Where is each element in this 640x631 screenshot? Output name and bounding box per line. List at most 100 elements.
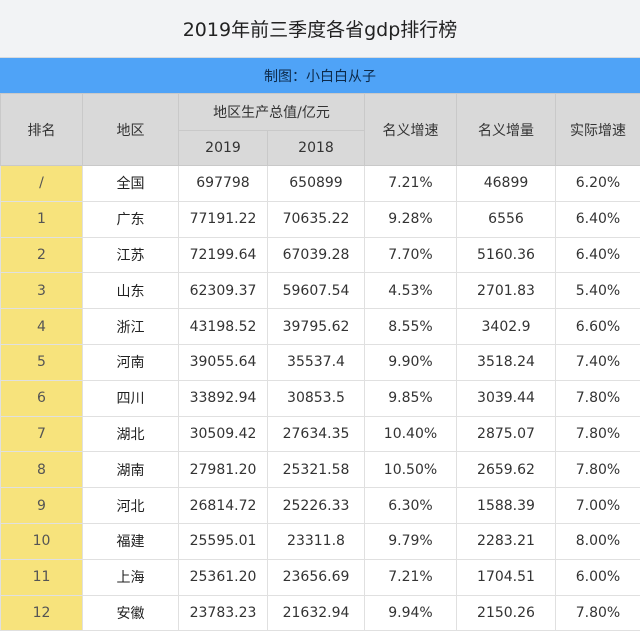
- region-cell: 山东: [83, 273, 179, 309]
- gdp-2018-cell: 25321.58: [268, 452, 365, 488]
- credit-text: 制图：小白白从子: [264, 66, 376, 86]
- rank-cell: 3: [1, 273, 83, 309]
- gdp-2019-cell: 27981.20: [179, 452, 268, 488]
- nominal-rate-cell: 7.70%: [365, 237, 457, 273]
- rank-cell: 7: [1, 416, 83, 452]
- region-cell: 全国: [83, 166, 179, 202]
- nominal-rate-cell: 6.30%: [365, 488, 457, 524]
- nominal-rate-cell: 10.40%: [365, 416, 457, 452]
- rank-cell: 10: [1, 523, 83, 559]
- header-year-2019: 2019: [179, 131, 268, 166]
- gdp-2019-cell: 30509.42: [179, 416, 268, 452]
- header-year-2018: 2018: [268, 131, 365, 166]
- gdp-2018-cell: 25226.33: [268, 488, 365, 524]
- region-cell: 上海: [83, 559, 179, 595]
- gdp-2018-cell: 59607.54: [268, 273, 365, 309]
- header-real-rate: 实际增速: [556, 94, 640, 166]
- real-rate-cell: 8.00%: [556, 523, 640, 559]
- gdp-2019-cell: 697798: [179, 166, 268, 202]
- nominal-increase-cell: 46899: [457, 166, 556, 202]
- rank-cell: 9: [1, 488, 83, 524]
- rank-cell: 1: [1, 201, 83, 237]
- real-rate-cell: 7.80%: [556, 416, 640, 452]
- nominal-increase-cell: 1704.51: [457, 559, 556, 595]
- gdp-2018-cell: 650899: [268, 166, 365, 202]
- nominal-rate-cell: 10.50%: [365, 452, 457, 488]
- gdp-2019-cell: 43198.52: [179, 309, 268, 345]
- nominal-rate-cell: 4.53%: [365, 273, 457, 309]
- nominal-rate-cell: 7.21%: [365, 559, 457, 595]
- gdp-2019-cell: 33892.94: [179, 380, 268, 416]
- nominal-increase-cell: 6556: [457, 201, 556, 237]
- header-gdp-group: 地区生产总值/亿元: [179, 94, 365, 131]
- gdp-2019-cell: 26814.72: [179, 488, 268, 524]
- region-cell: 浙江: [83, 309, 179, 345]
- region-cell: 福建: [83, 523, 179, 559]
- gdp-2018-cell: 23311.8: [268, 523, 365, 559]
- real-rate-cell: 5.40%: [556, 273, 640, 309]
- gdp-2019-cell: 39055.64: [179, 344, 268, 380]
- table-header: 排名 地区 地区生产总值/亿元 名义增速 名义增量 实际增速 2019 2018: [1, 94, 640, 166]
- real-rate-cell: 7.00%: [556, 488, 640, 524]
- nominal-increase-cell: 2701.83: [457, 273, 556, 309]
- header-rank: 排名: [1, 94, 83, 166]
- nominal-rate-cell: 8.55%: [365, 309, 457, 345]
- nominal-rate-cell: 9.94%: [365, 595, 457, 631]
- rank-cell: 6: [1, 380, 83, 416]
- nominal-increase-cell: 2150.26: [457, 595, 556, 631]
- gdp-2018-cell: 30853.5: [268, 380, 365, 416]
- nominal-increase-cell: 2283.21: [457, 523, 556, 559]
- gdp-2019-cell: 25595.01: [179, 523, 268, 559]
- rank-cell: 8: [1, 452, 83, 488]
- real-rate-cell: 7.80%: [556, 380, 640, 416]
- nominal-increase-cell: 2875.07: [457, 416, 556, 452]
- gdp-2019-cell: 23783.23: [179, 595, 268, 631]
- nominal-rate-cell: 9.79%: [365, 523, 457, 559]
- gdp-2019-cell: 25361.20: [179, 559, 268, 595]
- page-title-text: 2019年前三季度各省gdp排行榜: [183, 15, 458, 42]
- rank-cell: 4: [1, 309, 83, 345]
- region-cell: 湖北: [83, 416, 179, 452]
- nominal-rate-cell: 9.28%: [365, 201, 457, 237]
- real-rate-cell: 6.20%: [556, 166, 640, 202]
- gdp-2018-cell: 35537.4: [268, 344, 365, 380]
- gdp-ranking-table: 排名 地区 地区生产总值/亿元 名义增速 名义增量 实际增速 2019 2018…: [0, 93, 640, 631]
- rank-cell: /: [1, 166, 83, 202]
- region-cell: 湖南: [83, 452, 179, 488]
- region-cell: 四川: [83, 380, 179, 416]
- gdp-2019-cell: 77191.22: [179, 201, 268, 237]
- nominal-rate-cell: 9.85%: [365, 380, 457, 416]
- credit-bar: 制图：小白白从子: [0, 58, 640, 93]
- nominal-increase-cell: 3402.9: [457, 309, 556, 345]
- gdp-2018-cell: 21632.94: [268, 595, 365, 631]
- real-rate-cell: 6.40%: [556, 237, 640, 273]
- gdp-2018-cell: 67039.28: [268, 237, 365, 273]
- region-cell: 河北: [83, 488, 179, 524]
- gdp-2018-cell: 27634.35: [268, 416, 365, 452]
- nominal-rate-cell: 7.21%: [365, 166, 457, 202]
- nominal-increase-cell: 5160.36: [457, 237, 556, 273]
- nominal-rate-cell: 9.90%: [365, 344, 457, 380]
- rank-cell: 5: [1, 344, 83, 380]
- gdp-2018-cell: 39795.62: [268, 309, 365, 345]
- header-nominal-increase: 名义增量: [457, 94, 556, 166]
- nominal-increase-cell: 2659.62: [457, 452, 556, 488]
- gdp-2019-cell: 72199.64: [179, 237, 268, 273]
- rank-cell: 11: [1, 559, 83, 595]
- nominal-increase-cell: 3039.44: [457, 380, 556, 416]
- real-rate-cell: 7.80%: [556, 595, 640, 631]
